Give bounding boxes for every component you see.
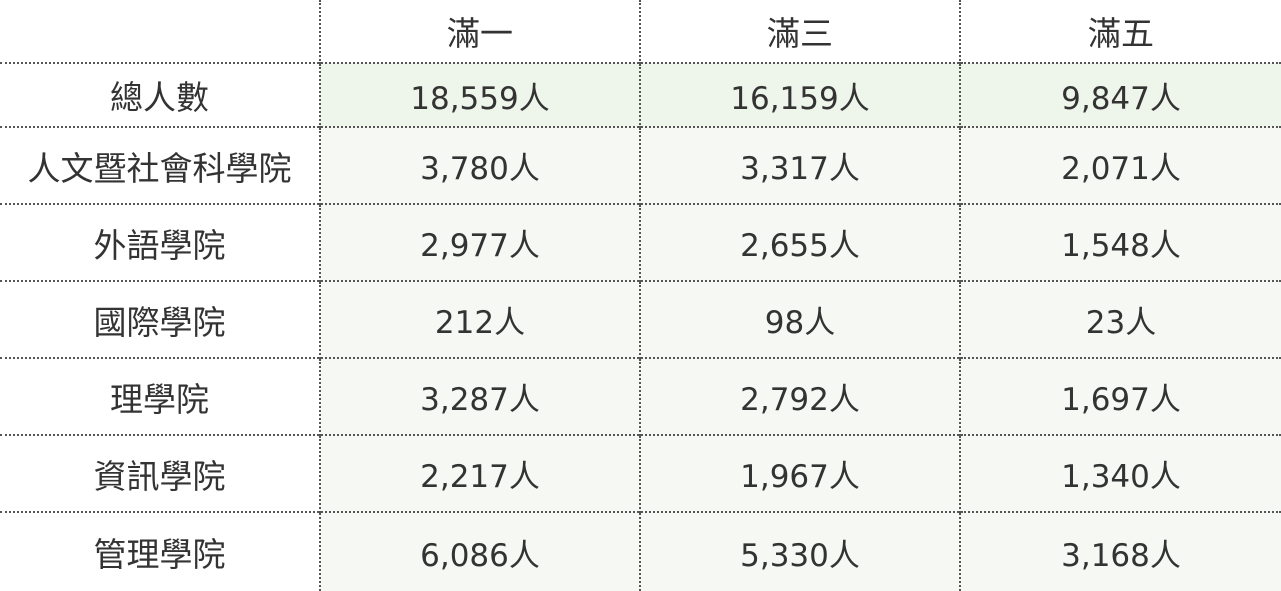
table-row-total: 總人數 18,559人 16,159人 9,847人 <box>0 62 1281 127</box>
column-header-year-3: 滿三 <box>639 0 960 63</box>
cell-year-3: 2,655人 <box>639 203 960 281</box>
cell-year-3: 3,317人 <box>639 126 960 204</box>
cell-year-3: 1,967人 <box>639 434 960 512</box>
column-header-year-1: 滿一 <box>319 0 640 63</box>
cell-year-5: 1,697人 <box>959 357 1281 435</box>
cell-year-1: 212人 <box>319 280 640 358</box>
header-corner-cell <box>0 0 320 63</box>
cell-year-5: 2,071人 <box>959 126 1281 204</box>
table-row: 外語學院 2,977人 2,655人 1,548人 <box>0 203 1281 281</box>
row-label: 人文暨社會科學院 <box>0 126 320 204</box>
row-label: 理學院 <box>0 357 320 435</box>
cell-year-3: 5,330人 <box>639 511 960 591</box>
cell-year-1: 2,977人 <box>319 203 640 281</box>
cell-year-3: 98人 <box>639 280 960 358</box>
table-row: 人文暨社會科學院 3,780人 3,317人 2,071人 <box>0 126 1281 204</box>
row-label: 國際學院 <box>0 280 320 358</box>
cell-year-3: 16,159人 <box>639 62 960 127</box>
table-row: 理學院 3,287人 2,792人 1,697人 <box>0 357 1281 435</box>
table-row: 國際學院 212人 98人 23人 <box>0 280 1281 358</box>
row-label: 管理學院 <box>0 511 320 591</box>
table-row: 資訊學院 2,217人 1,967人 1,340人 <box>0 434 1281 512</box>
row-label: 總人數 <box>0 62 320 127</box>
cell-year-3: 2,792人 <box>639 357 960 435</box>
row-label: 資訊學院 <box>0 434 320 512</box>
table-header-row: 滿一 滿三 滿五 <box>0 0 1281 63</box>
cell-year-5: 1,340人 <box>959 434 1281 512</box>
cell-year-1: 3,287人 <box>319 357 640 435</box>
table-row: 管理學院 6,086人 5,330人 3,168人 <box>0 511 1281 591</box>
cell-year-5: 23人 <box>959 280 1281 358</box>
column-header-year-5: 滿五 <box>959 0 1281 63</box>
cell-year-5: 3,168人 <box>959 511 1281 591</box>
cell-year-1: 18,559人 <box>319 62 640 127</box>
cell-year-1: 6,086人 <box>319 511 640 591</box>
cell-year-5: 9,847人 <box>959 62 1281 127</box>
cell-year-1: 3,780人 <box>319 126 640 204</box>
cell-year-5: 1,548人 <box>959 203 1281 281</box>
cell-year-1: 2,217人 <box>319 434 640 512</box>
row-label: 外語學院 <box>0 203 320 281</box>
